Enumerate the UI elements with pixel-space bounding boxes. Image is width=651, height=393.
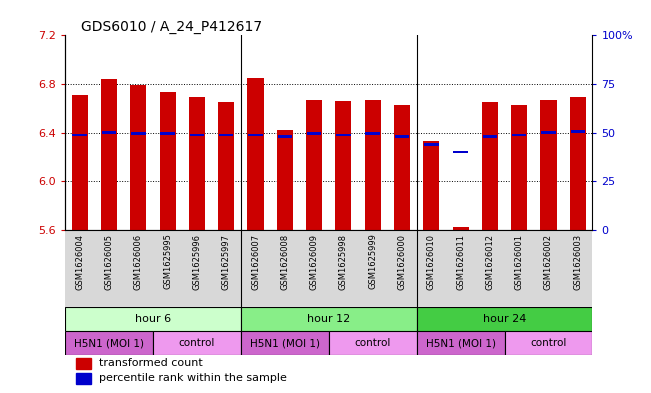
Bar <box>277 130 293 230</box>
Bar <box>417 331 505 355</box>
Bar <box>101 79 117 230</box>
Bar <box>76 373 91 384</box>
Bar <box>160 132 175 135</box>
Bar <box>72 134 87 136</box>
Bar <box>335 101 352 230</box>
Text: hour 24: hour 24 <box>483 314 526 324</box>
Bar <box>570 130 585 133</box>
Bar <box>241 331 329 355</box>
Text: hour 6: hour 6 <box>135 314 171 324</box>
Bar <box>505 331 592 355</box>
Bar <box>306 100 322 230</box>
Bar <box>365 132 380 135</box>
Bar <box>248 134 263 136</box>
Bar <box>394 105 410 230</box>
Text: GSM1626009: GSM1626009 <box>310 233 318 290</box>
Text: H5N1 (MOI 1): H5N1 (MOI 1) <box>74 338 144 348</box>
Text: GSM1626004: GSM1626004 <box>76 233 84 290</box>
Text: GSM1625997: GSM1625997 <box>222 233 230 290</box>
Bar <box>424 143 439 146</box>
Bar <box>102 131 117 134</box>
Bar <box>329 331 417 355</box>
Bar <box>307 132 322 135</box>
Bar <box>570 97 586 230</box>
Bar <box>218 102 234 230</box>
Text: GSM1625998: GSM1625998 <box>339 233 348 290</box>
Bar <box>189 134 204 136</box>
Text: GSM1625999: GSM1625999 <box>368 233 377 290</box>
Text: GSM1626000: GSM1626000 <box>398 233 406 290</box>
Bar <box>336 134 351 136</box>
Bar <box>541 131 556 134</box>
Text: GSM1626008: GSM1626008 <box>281 233 289 290</box>
Bar <box>511 105 527 230</box>
Bar <box>72 95 88 230</box>
Bar <box>153 331 241 355</box>
Text: GSM1626010: GSM1626010 <box>427 233 436 290</box>
Bar <box>130 85 146 230</box>
Text: GSM1626012: GSM1626012 <box>486 233 494 290</box>
Bar <box>219 134 234 136</box>
Bar <box>131 132 146 135</box>
Text: GSM1626011: GSM1626011 <box>456 233 465 290</box>
Text: GDS6010 / A_24_P412617: GDS6010 / A_24_P412617 <box>81 20 262 34</box>
Bar <box>65 331 153 355</box>
Bar <box>540 100 557 230</box>
Bar <box>365 100 381 230</box>
Text: GSM1626001: GSM1626001 <box>515 233 523 290</box>
Bar <box>395 135 409 138</box>
Bar <box>452 227 469 230</box>
Text: control: control <box>179 338 215 348</box>
Text: GSM1626007: GSM1626007 <box>251 233 260 290</box>
Bar <box>512 134 527 136</box>
Text: H5N1 (MOI 1): H5N1 (MOI 1) <box>250 338 320 348</box>
Bar <box>159 92 176 230</box>
Bar <box>247 78 264 230</box>
Text: GSM1625995: GSM1625995 <box>163 233 172 290</box>
Text: GSM1626006: GSM1626006 <box>134 233 143 290</box>
Bar <box>76 358 91 369</box>
Text: H5N1 (MOI 1): H5N1 (MOI 1) <box>426 338 495 348</box>
Bar <box>277 135 292 138</box>
Text: transformed count: transformed count <box>100 358 203 368</box>
Text: control: control <box>531 338 566 348</box>
Text: hour 12: hour 12 <box>307 314 350 324</box>
Bar <box>482 135 497 138</box>
Text: GSM1626003: GSM1626003 <box>574 233 582 290</box>
Bar <box>65 307 241 331</box>
Text: control: control <box>355 338 391 348</box>
Bar <box>482 102 498 230</box>
Text: GSM1626002: GSM1626002 <box>544 233 553 290</box>
Text: GSM1626005: GSM1626005 <box>105 233 113 290</box>
Text: percentile rank within the sample: percentile rank within the sample <box>100 373 287 383</box>
Text: GSM1625996: GSM1625996 <box>193 233 201 290</box>
Bar <box>453 151 468 153</box>
Bar <box>189 97 205 230</box>
Bar <box>423 141 439 230</box>
Bar <box>417 307 592 331</box>
Bar <box>241 307 417 331</box>
